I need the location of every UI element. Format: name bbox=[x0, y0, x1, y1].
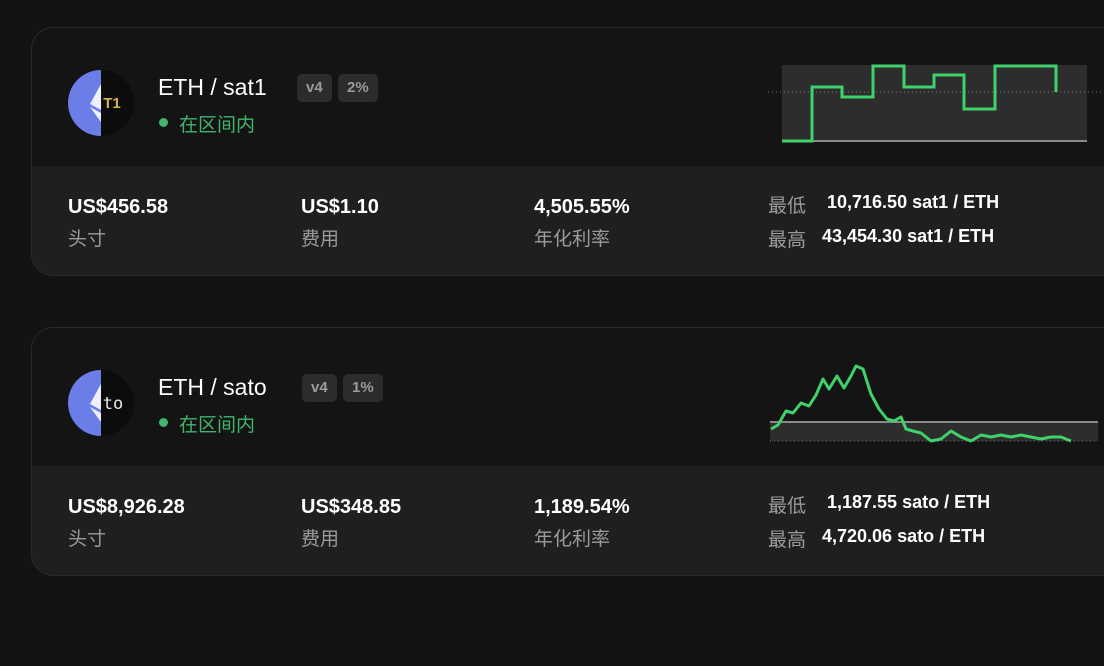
position-label: 头寸 bbox=[68, 229, 107, 250]
max-value: 4,720.06 sato / ETH bbox=[822, 526, 986, 546]
position-details: US$8,926.28 头寸 US$348.85 费用 1,189.54% 年化… bbox=[32, 466, 1104, 575]
apr-value: 4,505.55% bbox=[534, 196, 630, 218]
position-label: 头寸 bbox=[68, 529, 107, 550]
min-value: 10,716.50 sat1 / ETH bbox=[827, 192, 1000, 212]
min-value: 1,187.55 sato / ETH bbox=[827, 492, 991, 512]
position-value: US$456.58 bbox=[68, 196, 169, 218]
pair-name: ETH / sato bbox=[158, 374, 267, 400]
status-dot bbox=[159, 418, 168, 427]
min-label: 最低 bbox=[768, 496, 807, 517]
icon-text: to bbox=[103, 394, 123, 414]
apr-label: 年化利率 bbox=[534, 529, 611, 550]
version-badge: v4 bbox=[302, 374, 337, 402]
position-value: US$8,926.28 bbox=[68, 496, 185, 518]
fees-value: US$348.85 bbox=[301, 496, 402, 518]
fees-value: US$1.10 bbox=[301, 196, 379, 218]
status: 在区间内 bbox=[179, 415, 256, 436]
fees-label: 费用 bbox=[301, 529, 340, 550]
icon-text: T1 bbox=[103, 95, 121, 112]
status: 在区间内 bbox=[179, 115, 256, 136]
apr-value: 1,189.54% bbox=[534, 496, 630, 518]
price-chart bbox=[770, 364, 1098, 443]
range-chart bbox=[768, 64, 1104, 143]
status-dot bbox=[159, 118, 168, 127]
fee-badge: 2% bbox=[338, 74, 378, 102]
fees-label: 费用 bbox=[301, 229, 340, 250]
max-label: 最高 bbox=[768, 230, 807, 251]
max-label: 最高 bbox=[768, 530, 807, 551]
min-label: 最低 bbox=[768, 196, 807, 217]
pair-name: ETH / sat1 bbox=[158, 74, 267, 100]
max-value: 43,454.30 sat1 / ETH bbox=[822, 226, 995, 246]
apr-label: 年化利率 bbox=[534, 229, 611, 250]
position-details: US$456.58 头寸 US$1.10 费用 4,505.55% 年化利率 最… bbox=[32, 166, 1104, 275]
position-card[interactable]: T1 ETH / sat1 v4 2% 在区间内 US$456.58 头寸 US… bbox=[31, 27, 1104, 276]
version-badge: v4 bbox=[297, 74, 332, 102]
fee-badge: 1% bbox=[343, 374, 383, 402]
position-card[interactable]: to ETH / sato v4 1% 在区间内 US$8,926.28 头寸 … bbox=[31, 327, 1104, 576]
